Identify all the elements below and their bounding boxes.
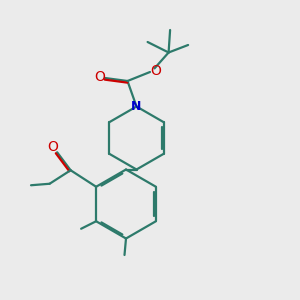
- Text: N: N: [131, 100, 142, 113]
- Text: O: O: [94, 70, 105, 83]
- Text: O: O: [47, 140, 58, 154]
- Text: O: O: [151, 64, 161, 77]
